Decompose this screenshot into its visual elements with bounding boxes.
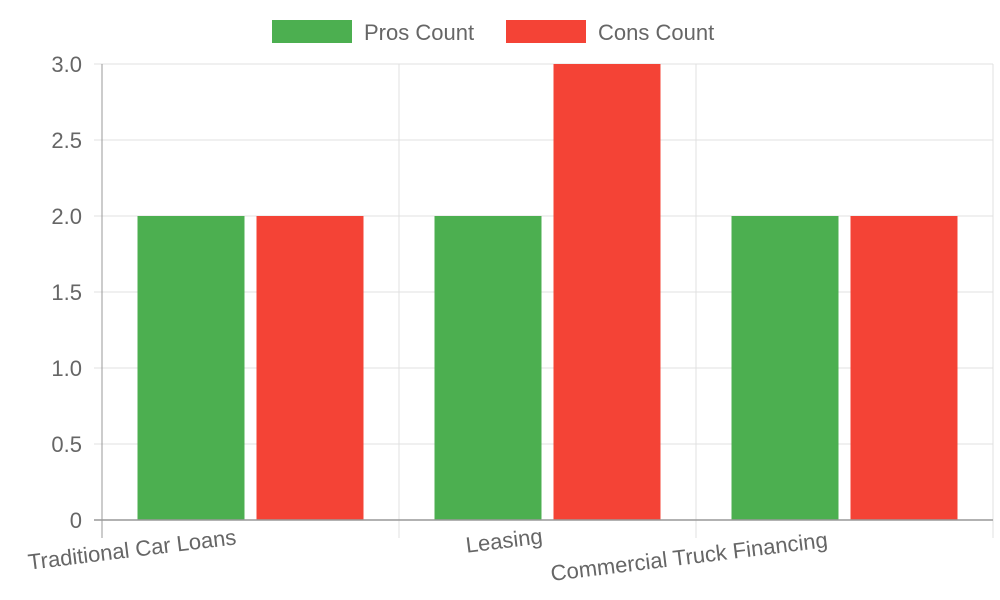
x-tick-labels: Traditional Car Loans Leasing Commercial T… [27, 523, 829, 585]
y-tick-label: 0 [70, 508, 82, 533]
y-tick-label: 0.5 [51, 432, 82, 457]
bar-cons-count-2 [850, 216, 958, 520]
y-tick-label: 3.0 [51, 52, 82, 77]
y-tick-label: 2.0 [51, 204, 82, 229]
legend-swatch-pros-count[interactable] [272, 20, 352, 43]
bars [137, 64, 958, 520]
x-tick-label: Commercial Truck Financing [549, 527, 829, 586]
bar-cons-count-1 [553, 64, 661, 520]
legend-label[interactable]: Pros Count [364, 20, 474, 45]
y-tick-labels: 0 0.5 1.0 1.5 2.0 2.5 3.0 [51, 52, 82, 533]
bar-pros-count-0 [137, 216, 245, 520]
bar-cons-count-0 [256, 216, 364, 520]
legend-label[interactable]: Cons Count [598, 20, 714, 45]
legend-swatch-cons-count[interactable] [506, 20, 586, 43]
y-tick-label: 1.0 [51, 356, 82, 381]
y-tick-label: 1.5 [51, 280, 82, 305]
x-tick-label: Leasing [464, 523, 544, 557]
legend: Pros Count Cons Count [272, 20, 714, 45]
bar-pros-count-2 [731, 216, 839, 520]
y-tick-label: 2.5 [51, 128, 82, 153]
x-tick-label: Traditional Car Loans [27, 524, 238, 574]
bar-pros-count-1 [434, 216, 542, 520]
